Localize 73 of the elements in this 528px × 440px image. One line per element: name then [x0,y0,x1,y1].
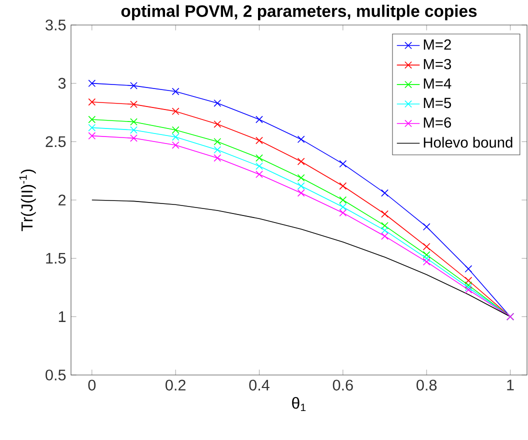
point [339,209,347,217]
point [256,170,263,178]
y-tick-label: 1 [58,311,66,322]
point [381,226,388,234]
point [464,265,472,273]
point [256,136,263,144]
x-tick-label: 0.2 [166,380,186,391]
point [381,222,388,230]
point [339,196,347,204]
point [381,210,388,218]
point [214,146,222,154]
point [464,286,472,294]
point [464,284,472,292]
legend-label: Holevo bound [424,136,512,148]
point [256,116,263,124]
point [297,174,305,182]
point [88,98,96,106]
point [172,108,180,116]
point [88,132,96,140]
x-tick-label: 0.4 [249,380,270,391]
point [381,232,388,240]
y-tick-label: 1.5 [46,252,66,264]
point [88,116,96,124]
x-axis-title: θ$_{1}$ [292,397,306,412]
point [172,133,180,141]
y-axis-title: Tr(J(II)$^{-1}$) [19,170,36,232]
point [172,141,180,149]
x-tick-label: 1 [507,380,514,390]
point [297,158,305,166]
legend-label: M=3 [424,58,452,70]
point [422,242,430,250]
point [214,120,222,128]
x-tick-label: 0 [88,380,96,391]
point [381,189,388,197]
point [464,281,472,289]
point [339,160,347,168]
point [422,251,430,259]
point [422,258,430,266]
y-tick-label: 3.5 [46,20,66,30]
line-series [92,200,511,318]
legend-label: M=5 [424,98,452,108]
legend-label: M=2 [424,39,451,50]
point [422,223,430,231]
point [464,276,472,284]
point [256,162,263,170]
point [88,80,96,88]
point [88,124,96,132]
point [130,100,138,108]
point [297,189,305,197]
point [297,182,305,190]
legend-label: M=4 [424,78,452,89]
point [214,99,222,107]
y-tick-label: 2.5 [46,136,66,148]
point [422,254,430,262]
chart-title: optimal POVM, 2 parameters, mulitple copies [121,4,477,20]
point [130,118,138,126]
point [339,182,347,190]
x-tick-label: 0.8 [416,380,437,391]
point [130,126,138,134]
point [214,138,222,146]
point [214,154,222,162]
y-tick-label: 2 [58,194,66,206]
point [256,154,263,162]
point [130,134,138,142]
point [297,136,305,144]
point [172,126,180,134]
point [339,203,347,211]
y-tick-label: 0.5 [46,370,66,380]
point [172,88,180,96]
x-tick-label: 0.6 [332,380,353,391]
y-tick-label: 3 [58,78,66,89]
point [130,82,138,90]
legend-label: M=6 [424,117,452,128]
